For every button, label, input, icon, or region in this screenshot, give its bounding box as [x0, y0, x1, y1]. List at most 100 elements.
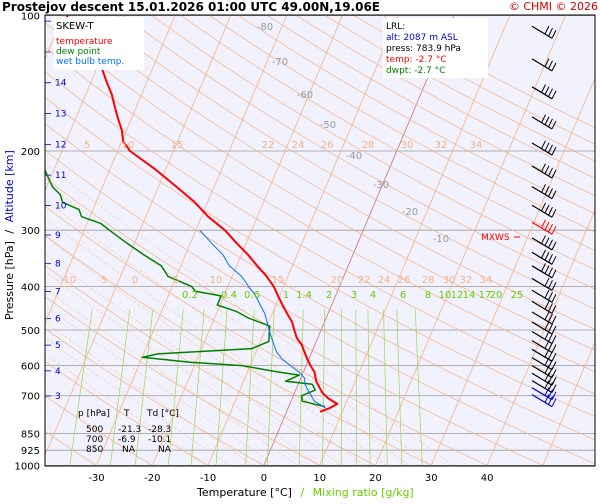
dry-adiabat-label: -60 — [297, 90, 313, 101]
lrl-altitude: alt: 2087 m ASL — [386, 33, 458, 43]
y-axis-label-altitude: Altitude [km] — [3, 150, 16, 222]
pressure-tick-label: 925 — [21, 446, 40, 457]
table-cell: 700 — [86, 435, 103, 445]
pressure-tick-label: 700 — [21, 392, 40, 403]
temperature-tick-label: 20 — [369, 473, 382, 484]
mixing-ratio-label: 1 — [283, 290, 289, 301]
moist-adiabat-label: 32 — [435, 140, 448, 151]
moist-adiabat-label: 34 — [470, 140, 483, 151]
table-cell: NA — [122, 445, 136, 455]
x-axis-label-mixing: Mixing ratio [g/kg] — [313, 486, 414, 499]
pressure-tick-label: 200 — [21, 147, 40, 158]
pressure-tick-label: 400 — [21, 282, 40, 293]
table-cell: 500 — [86, 425, 103, 435]
moist-adiabat-label: 20 — [331, 275, 344, 286]
mixing-ratio-label: 12 — [451, 290, 464, 301]
mixing-ratio-label: 2 — [326, 290, 332, 301]
altitude-tick-label: 6 — [55, 315, 61, 325]
x-axis-label-temperature: Temperature [°C] — [196, 486, 292, 499]
legend-title: SKEW-T — [56, 21, 94, 32]
pressure-tick-label: 600 — [21, 362, 40, 373]
altitude-tick-label: 8 — [55, 260, 61, 270]
moist-adiabat-label: 28 — [422, 275, 435, 286]
dry-adiabat-label: -30 — [373, 180, 389, 191]
temperature-tick-label: -30 — [88, 473, 104, 484]
altitude-tick-label: 12 — [55, 140, 66, 150]
table-header-p: p [hPa] — [78, 409, 110, 419]
moist-adiabat-label: 34 — [480, 275, 493, 286]
temperature-tick-label: 0 — [261, 473, 267, 484]
altitude-tick-label: 10 — [55, 202, 67, 212]
table-cell: 850 — [86, 445, 103, 455]
temperature-tick-label: 40 — [481, 473, 494, 484]
table-cell: -28.3 — [148, 425, 171, 435]
legend-dew-point: dew point — [56, 47, 101, 57]
legend-wet-bulb: wet bulb temp. — [56, 57, 124, 67]
table-cell: NA — [158, 445, 172, 455]
table-cell: -6.9 — [118, 435, 136, 445]
x-axis-label-separator: / — [300, 486, 304, 499]
dry-adiabat-label: -50 — [320, 120, 336, 131]
dry-adiabat-label: -70 — [272, 57, 288, 68]
dry-adiabat-label: -80 — [257, 22, 273, 33]
level-table: p [hPa] T Td [°C] 500 -21.3 -28.3 700 -6… — [78, 409, 179, 455]
moist-adiabat-label: 10 — [210, 275, 223, 286]
mixing-ratio-label: 25 — [511, 290, 524, 301]
moist-adiabat-label: -10 — [60, 275, 76, 286]
mixing-ratio-label: 6 — [400, 290, 406, 301]
y-axis-label-pressure: Pressure [hPa] — [3, 241, 16, 320]
moist-adiabat-label: 5 — [84, 140, 90, 151]
mixing-ratio-label: 0.6 — [244, 290, 260, 301]
mixing-ratio-label: 20 — [490, 290, 503, 301]
moist-adiabat-label: 5 — [173, 275, 179, 286]
temperature-tick-label: 10 — [313, 473, 326, 484]
mixing-ratio-label: 14 — [463, 290, 476, 301]
table-cell: -10.1 — [148, 435, 171, 445]
chart-title: Prostejov descent 15.01.2026 01:00 UTC 4… — [2, 0, 380, 14]
moist-adiabat-label: 24 — [292, 140, 305, 151]
moist-adiabat-label: 22 — [358, 275, 371, 286]
pressure-tick-label: 850 — [21, 430, 40, 441]
dry-adiabat-label: -20 — [402, 207, 418, 218]
altitude-tick-label: 11 — [55, 171, 66, 181]
mixing-ratio-label: 0.4 — [221, 290, 237, 301]
moist-adiabat-label: 28 — [362, 140, 375, 151]
mixing-ratio-label: 1.4 — [296, 290, 312, 301]
moist-adiabat-label: 30 — [401, 140, 414, 151]
moist-adiabat-label: 15 — [272, 275, 285, 286]
dry-adiabat-label: -10 — [433, 234, 449, 245]
mixing-ratio-label: 4 — [370, 290, 376, 301]
altitude-tick-label: 14 — [55, 79, 67, 89]
moist-adiabat-label: 15 — [171, 140, 184, 151]
table-header-t: T — [123, 409, 130, 419]
altitude-tick-label: 3 — [55, 392, 61, 402]
pressure-tick-label: 500 — [21, 326, 40, 337]
legend-temperature: temperature — [56, 37, 113, 47]
lrl-pressure: press: 783.9 hPa — [386, 44, 461, 54]
moist-adiabat-label: 32 — [460, 275, 473, 286]
copyright-label: © CHMI © 2026 — [509, 0, 598, 13]
moist-adiabat-label: 10 — [122, 140, 135, 151]
altitude-tick-label: 9 — [55, 231, 61, 241]
moist-adiabat-label: 22 — [262, 140, 275, 151]
table-cell: -21.3 — [118, 425, 141, 435]
altitude-tick-label: 7 — [55, 288, 61, 298]
temperature-tick-label: -20 — [144, 473, 160, 484]
plot-area — [45, 15, 595, 466]
dry-adiabat-label: -40 — [346, 151, 362, 162]
y-axis-label: Pressure [hPa] / Altitude [km] — [3, 150, 16, 320]
mixing-ratio-label: 10 — [439, 290, 452, 301]
lrl-title: LRL: — [386, 22, 405, 32]
altitude-tick-label: 5 — [55, 341, 61, 351]
moist-adiabat-label: -5 — [97, 275, 107, 286]
lrl-dewpoint: dwpt: -2.7 °C — [386, 66, 445, 76]
altitude-tick-label: 4 — [55, 367, 61, 377]
pressure-tick-label: 300 — [21, 226, 40, 237]
table-header-td: Td [°C] — [146, 409, 179, 419]
moist-adiabat-label: 24 — [378, 275, 391, 286]
temperature-tick-label: 30 — [425, 473, 438, 484]
lrl-info-box: LRL: alt: 2087 m ASL press: 783.9 hPa te… — [383, 18, 488, 78]
lrl-temperature: temp: -2.7 °C — [386, 55, 447, 65]
